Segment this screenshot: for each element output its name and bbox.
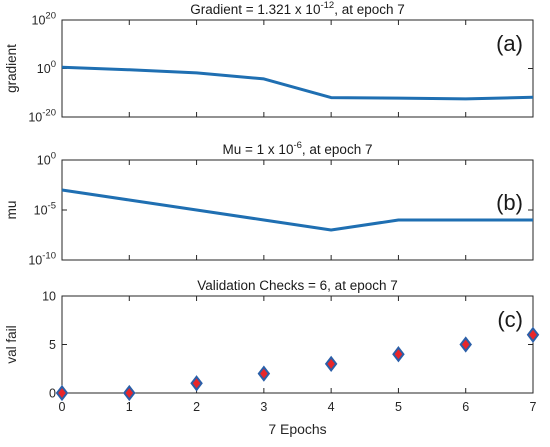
y-tick-label: 100 — [37, 151, 56, 168]
axes-box — [61, 159, 534, 261]
y-tick-label: 1020 — [32, 11, 56, 28]
panel-1: Gradient = 1.321 x 10-12, at epoch 7 grad… — [4, 0, 534, 125]
y-tick-label: 10 — [42, 290, 56, 304]
data-point-1 — [123, 384, 136, 402]
x-tick-label: 4 — [328, 400, 335, 414]
y-tick-label: 100 — [37, 59, 56, 76]
data-point-3 — [257, 365, 271, 382]
y-tick-label: 5 — [49, 338, 56, 352]
y-tick-label: 10-5 — [34, 201, 56, 218]
y-axis-label: gradient — [4, 44, 19, 93]
panel-3: Validation Checks = 6, at epoch 7 val fai… — [4, 278, 540, 437]
panel-tag: (c) — [497, 307, 523, 332]
series-line — [61, 65, 534, 101]
axes-box — [61, 295, 534, 394]
x-tick-label: 1 — [126, 400, 133, 414]
x-tick-label: 7 — [530, 400, 537, 414]
y-axis-label: mu — [4, 201, 19, 220]
panel-tag: (b) — [496, 190, 523, 215]
x-tick-label: 6 — [462, 400, 469, 414]
y-tick-label: 0 — [49, 387, 56, 401]
axes-box — [61, 19, 534, 118]
x-axis-label: 7 Epochs — [268, 421, 326, 437]
panel-title: Gradient = 1.321 x 10-12, at epoch 7 — [190, 0, 405, 17]
series-line — [61, 188, 533, 232]
panel-tag: (a) — [496, 31, 523, 56]
data-point-0 — [55, 384, 69, 402]
panel-2: Mu = 1 x 10-6, at epoch 7 mu 100 10-5 10-10 (… — [4, 140, 534, 268]
panels: Gradient = 1.321 x 10-12, at epoch 7 grad… — [4, 0, 540, 437]
y-tick-label: 10-20 — [28, 108, 56, 125]
data-point-5 — [392, 346, 405, 363]
x-tick-label: 2 — [193, 400, 200, 414]
x-tick-label: 0 — [59, 400, 66, 414]
y-axis-label: val fail — [4, 325, 19, 363]
data-point-2 — [190, 375, 203, 392]
panel-title: Validation Checks = 6, at epoch 7 — [197, 278, 398, 293]
data-point-6 — [459, 336, 472, 353]
data-point-4 — [324, 355, 338, 373]
data-point-7 — [526, 326, 540, 343]
x-tick-label: 3 — [260, 400, 267, 414]
panel-title: Mu = 1 x 10-6, at epoch 7 — [223, 140, 373, 157]
x-tick-label: 5 — [395, 400, 402, 414]
y-tick-label: 10-10 — [28, 251, 56, 268]
